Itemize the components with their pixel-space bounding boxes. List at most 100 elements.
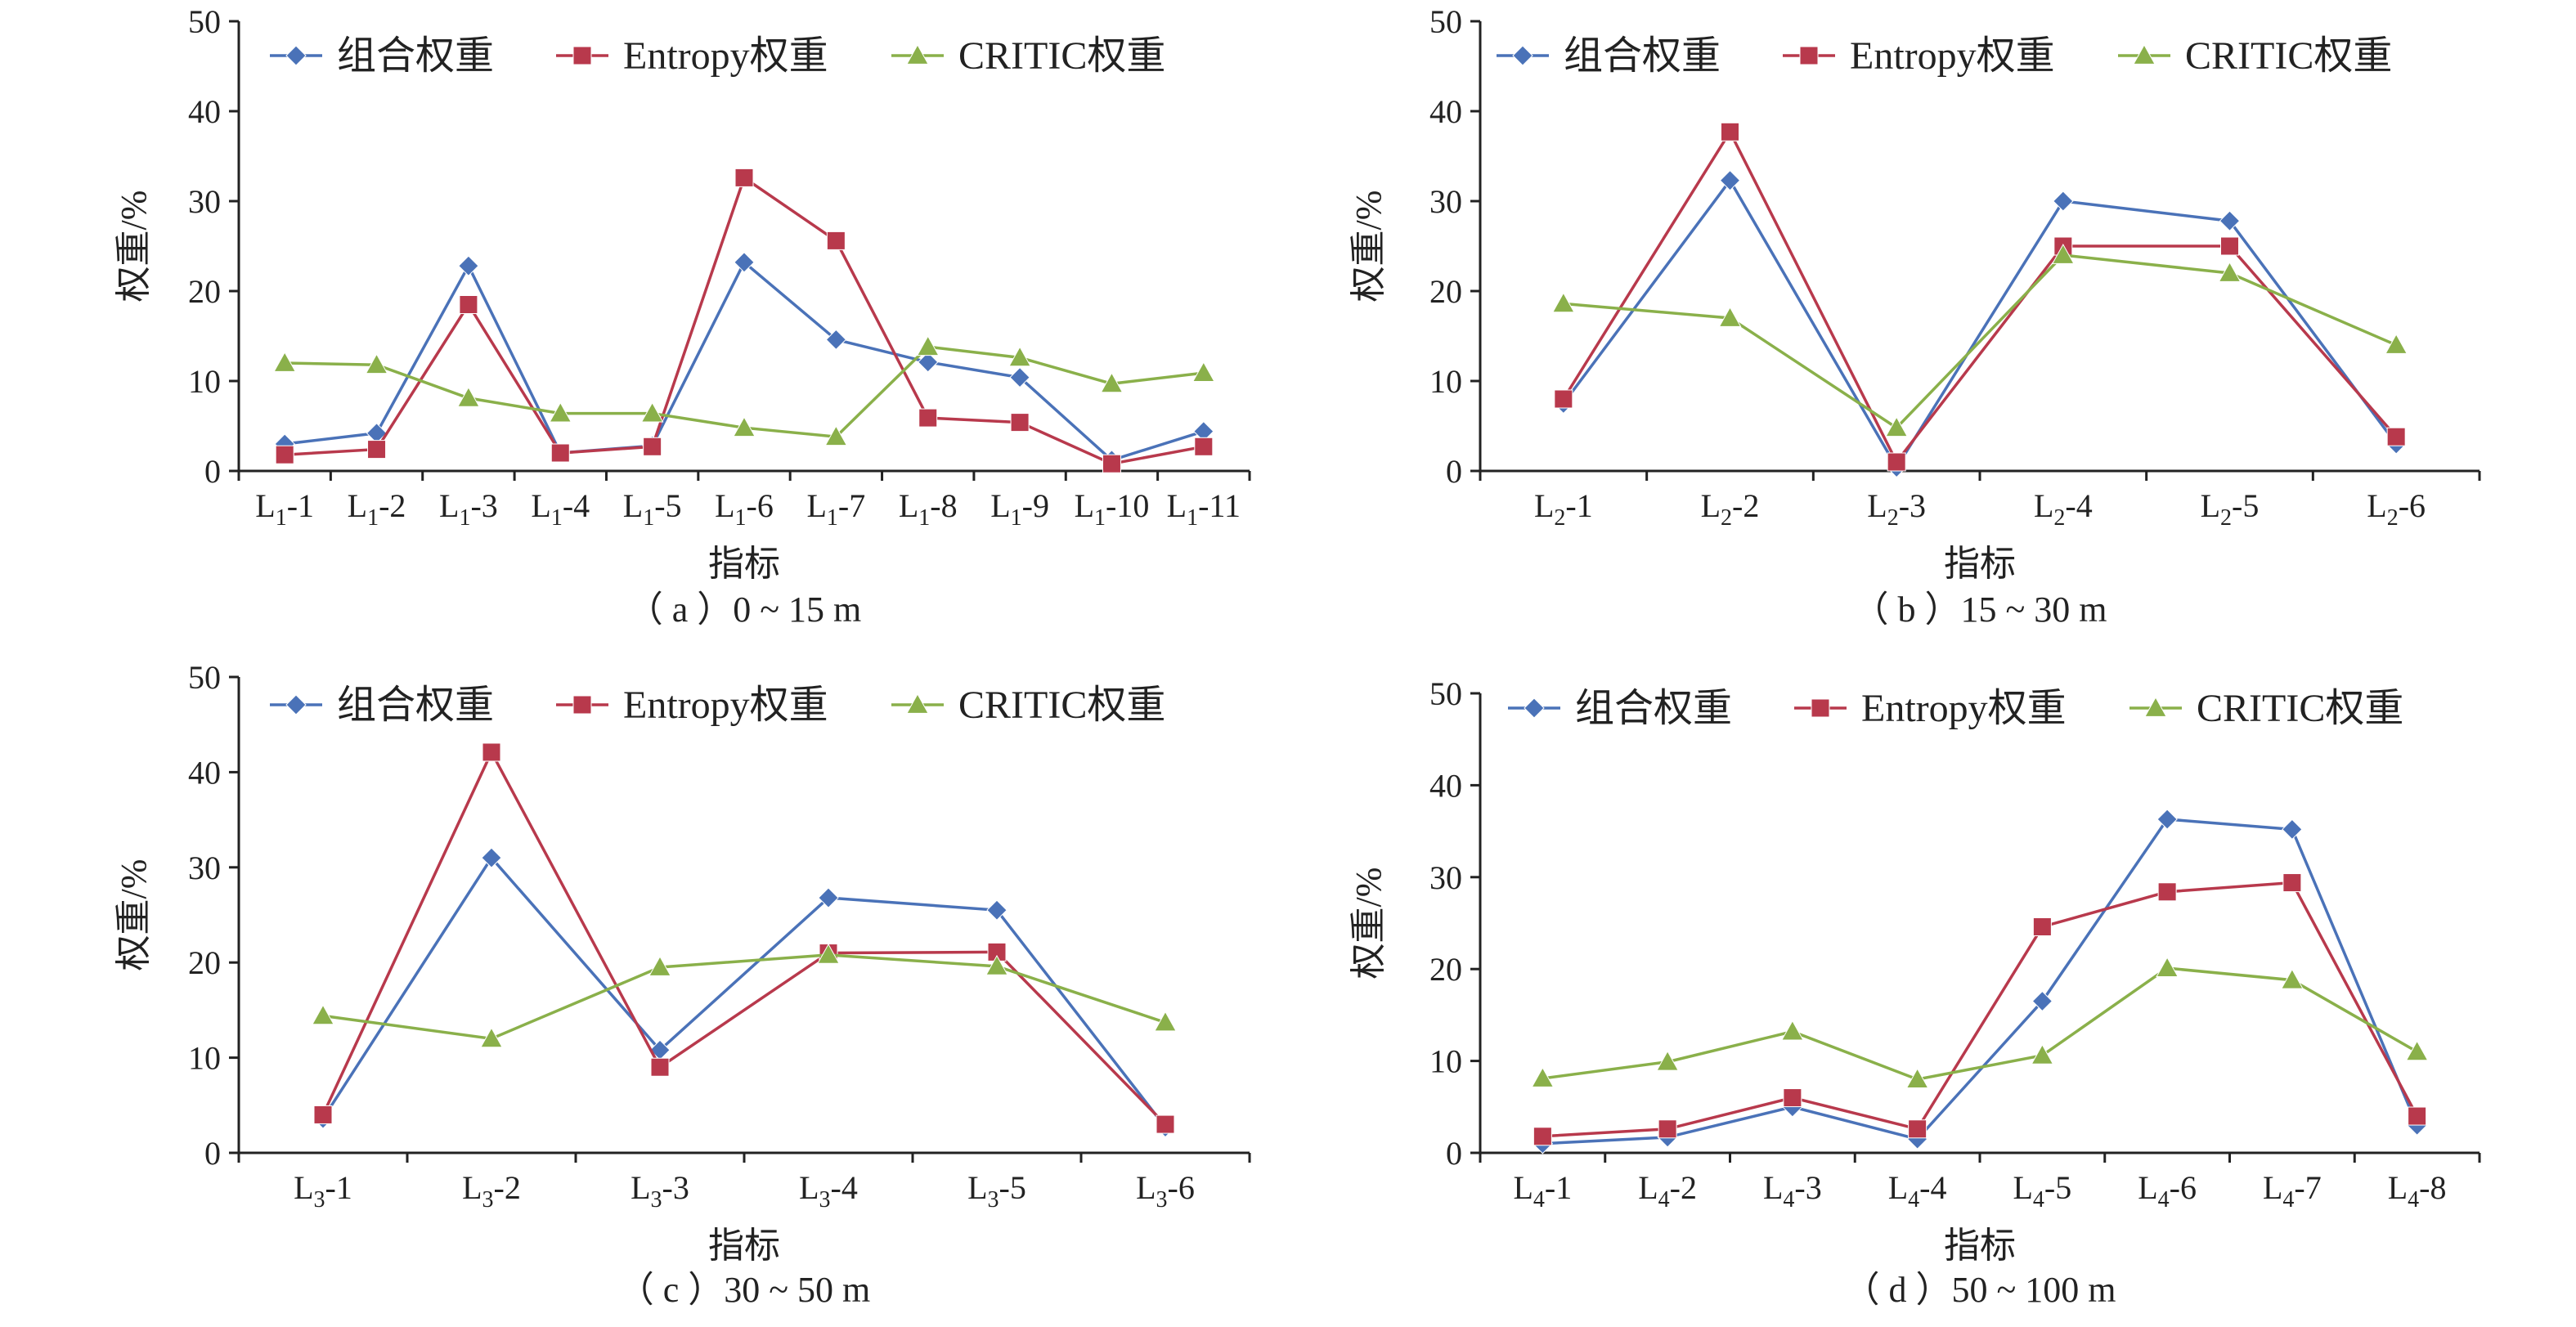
y-axis-label: 权重/%	[114, 191, 154, 303]
data-point-entropy	[1010, 413, 1030, 433]
data-point-combined	[825, 329, 847, 351]
data-point-critic	[1192, 361, 1215, 382]
legend-marker-critic	[2133, 43, 2156, 65]
y-tick-label: 10	[1429, 363, 1462, 400]
x-tick-label: L2-1	[1534, 487, 1593, 531]
data-point-critic	[312, 1004, 334, 1025]
legend-marker-combined	[1524, 697, 1545, 719]
data-point-entropy	[1887, 452, 1906, 472]
y-axis-label: 权重/%	[1349, 191, 1389, 303]
data-point-critic	[2218, 261, 2242, 282]
x-tick-label: L2-3	[1867, 487, 1926, 531]
data-point-combined	[1009, 366, 1030, 388]
y-tick-label: 0	[204, 453, 221, 490]
y-tick-label: 30	[1429, 859, 1462, 896]
data-point-entropy	[313, 1105, 333, 1124]
data-point-critic	[733, 416, 756, 437]
y-tick-label: 20	[1429, 951, 1462, 988]
data-point-critic	[1885, 416, 1909, 437]
y-tick-label: 20	[188, 273, 221, 310]
series-line-entropy	[1542, 881, 2419, 1138]
data-point-critic	[2031, 1043, 2054, 1065]
data-point-combined	[458, 255, 479, 276]
x-axis-label: 指标	[1944, 544, 2016, 584]
x-tick-label: L1-4	[531, 487, 590, 531]
data-point-combined	[481, 847, 502, 868]
data-point-entropy	[734, 168, 754, 187]
data-point-critic	[273, 351, 297, 372]
legend-label-entropy: Entropy权重	[1861, 687, 2067, 730]
data-point-critic	[2385, 333, 2408, 354]
legend-marker-entropy	[572, 695, 592, 715]
data-point-critic	[985, 954, 1008, 975]
x-tick-label: L1-1	[255, 487, 314, 531]
data-point-entropy	[367, 440, 387, 460]
y-tick-label: 0	[204, 1135, 221, 1172]
data-point-entropy	[2157, 882, 2177, 902]
data-point-entropy	[459, 295, 478, 314]
legend-marker-combined	[285, 45, 307, 66]
data-point-critic	[1905, 1068, 1929, 1088]
x-tick-label: L3-6	[1136, 1169, 1195, 1213]
data-point-critic	[1718, 306, 1742, 327]
y-tick-label: 40	[1429, 93, 1462, 130]
data-point-combined	[818, 887, 839, 908]
data-point-critic	[1656, 1050, 1679, 1071]
data-point-critic	[2281, 968, 2304, 989]
legend-marker-critic	[906, 43, 929, 65]
y-tick-label: 20	[188, 944, 221, 981]
data-point-critic	[640, 401, 664, 423]
data-point-entropy	[550, 443, 570, 463]
panel-caption: （ d ）50 ~ 100 m	[1843, 1270, 2116, 1310]
legend-marker-combined	[285, 694, 307, 715]
data-point-entropy	[2408, 1106, 2427, 1126]
data-point-entropy	[650, 1057, 670, 1077]
data-point-combined	[1719, 169, 1741, 191]
y-tick-label: 30	[188, 850, 221, 886]
chart-panel-3: 0 10 20 30 40 50 L3-1 L3-2 L3-3 L3-4 L3-5 L3-6 指标 权重/…	[114, 659, 1251, 1310]
x-tick-label: L4-8	[2388, 1169, 2447, 1213]
data-point-critic	[1781, 1020, 1804, 1041]
x-tick-label: L3-2	[462, 1169, 521, 1213]
x-tick-label: L2-5	[2201, 487, 2260, 531]
y-tick-label: 40	[1429, 767, 1462, 804]
legend-marker-entropy	[1811, 698, 1830, 718]
series-line-critic	[322, 953, 1166, 1041]
y-tick-label: 0	[1446, 453, 1462, 490]
y-tick-label: 10	[1429, 1043, 1462, 1080]
y-tick-label: 50	[1429, 3, 1462, 40]
legend-label-critic: CRITIC权重	[958, 34, 1165, 78]
legend-label-combined: 组合权重	[337, 684, 494, 727]
data-point-critic	[2051, 243, 2075, 264]
data-point-critic	[457, 386, 480, 407]
x-tick-label: L4-1	[1513, 1169, 1572, 1213]
data-point-entropy	[482, 742, 501, 762]
data-point-combined	[2031, 990, 2053, 1012]
panel-caption: （ a ）0 ~ 15 m	[627, 590, 862, 630]
data-point-critic	[824, 425, 848, 446]
x-tick-label: L1-7	[806, 487, 865, 531]
data-point-entropy	[2386, 427, 2406, 446]
x-tick-label: L4-6	[2138, 1169, 2197, 1213]
legend-marker-critic	[2144, 696, 2167, 717]
x-axis-label: 指标	[708, 1226, 780, 1266]
data-point-combined	[986, 899, 1008, 921]
y-tick-label: 30	[1429, 183, 1462, 220]
legend-marker-entropy	[1799, 46, 1819, 65]
data-point-critic	[365, 353, 388, 374]
data-point-critic	[1154, 1011, 1177, 1032]
x-tick-label: L3-5	[967, 1169, 1026, 1213]
data-point-entropy	[1658, 1119, 1677, 1139]
y-tick-label: 50	[188, 659, 221, 696]
chart-panel-4: 0 10 20 30 40 50 L4-1 L4-2 L4-3 L4-4 L4-5 L4-6 L4-7 L…	[1349, 675, 2481, 1310]
series-line-combined	[1542, 818, 2419, 1145]
x-tick-label: L3-3	[631, 1169, 689, 1213]
x-tick-label: L1-10	[1075, 487, 1150, 531]
y-tick-label: 10	[188, 363, 221, 400]
y-tick-label: 40	[188, 754, 221, 791]
data-point-entropy	[826, 231, 846, 250]
series-line-entropy	[1562, 128, 2398, 465]
x-tick-label: L1-3	[439, 487, 498, 531]
x-tick-label: L1-5	[623, 487, 682, 531]
